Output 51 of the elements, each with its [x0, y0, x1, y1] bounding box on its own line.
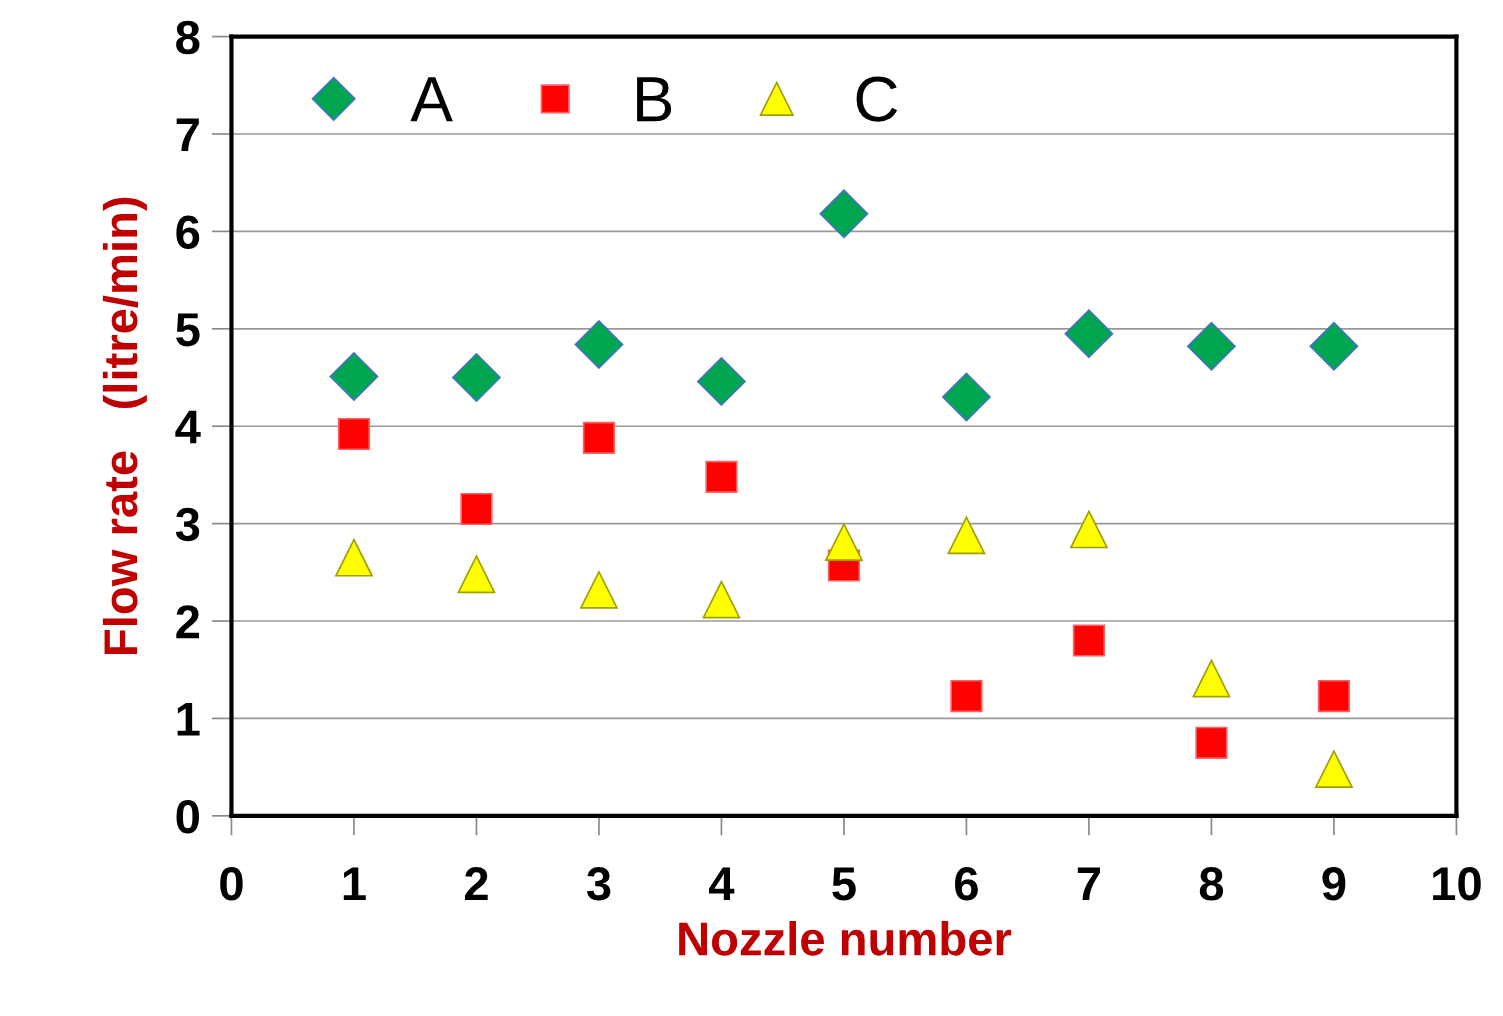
point — [705, 460, 738, 493]
y-tick-label: 7 — [176, 118, 199, 152]
y-tick-label: 8 — [176, 20, 200, 55]
x-tick-label: 8 — [1199, 867, 1224, 901]
x-tick-label: 9 — [1322, 867, 1346, 901]
x-axis-title: Nozzle number — [679, 920, 1012, 956]
point — [819, 189, 869, 239]
legend-label: A — [410, 77, 453, 122]
y-tick-label: 0 — [176, 799, 199, 834]
point — [574, 319, 624, 369]
y-tick-label: 3 — [175, 507, 200, 542]
x-tick-label: 1 — [343, 867, 366, 901]
point — [1309, 321, 1359, 371]
point — [580, 570, 618, 609]
point — [1072, 624, 1106, 657]
x-tick-label: 0 — [220, 867, 243, 901]
x-tick-label: 6 — [955, 867, 978, 901]
point — [1070, 510, 1108, 549]
point — [1317, 679, 1351, 713]
point — [825, 523, 863, 562]
point — [697, 356, 746, 406]
x-tick-label: 2 — [464, 867, 488, 901]
point — [337, 417, 371, 451]
legend-label: C — [856, 76, 898, 122]
point — [329, 352, 379, 401]
point — [1192, 659, 1231, 698]
x-tick-label: 10 — [1433, 867, 1481, 901]
point — [950, 679, 983, 713]
x-tick-label: 3 — [586, 867, 611, 901]
point — [702, 580, 741, 619]
point — [452, 353, 501, 402]
x-tick-label: 4 — [709, 867, 735, 901]
point — [460, 492, 493, 526]
y-tick-label: 2 — [176, 605, 200, 639]
y-tick-label: 6 — [176, 215, 200, 249]
point — [1064, 309, 1114, 359]
y-tick-label: 5 — [176, 313, 200, 347]
y-tick-label: 4 — [175, 410, 201, 444]
legend-label: B — [637, 77, 672, 122]
point — [1195, 726, 1228, 759]
x-tick-label: 5 — [832, 867, 856, 901]
point — [457, 555, 496, 594]
point — [335, 538, 373, 577]
point — [582, 421, 616, 455]
point — [1315, 750, 1353, 788]
x-tick-label: 7 — [1077, 867, 1100, 901]
y-tick-label: 1 — [177, 703, 200, 736]
point — [942, 372, 991, 422]
point — [947, 516, 986, 555]
point — [1187, 321, 1236, 371]
y-axis-title: Flow rate (litre/min) — [102, 197, 147, 654]
